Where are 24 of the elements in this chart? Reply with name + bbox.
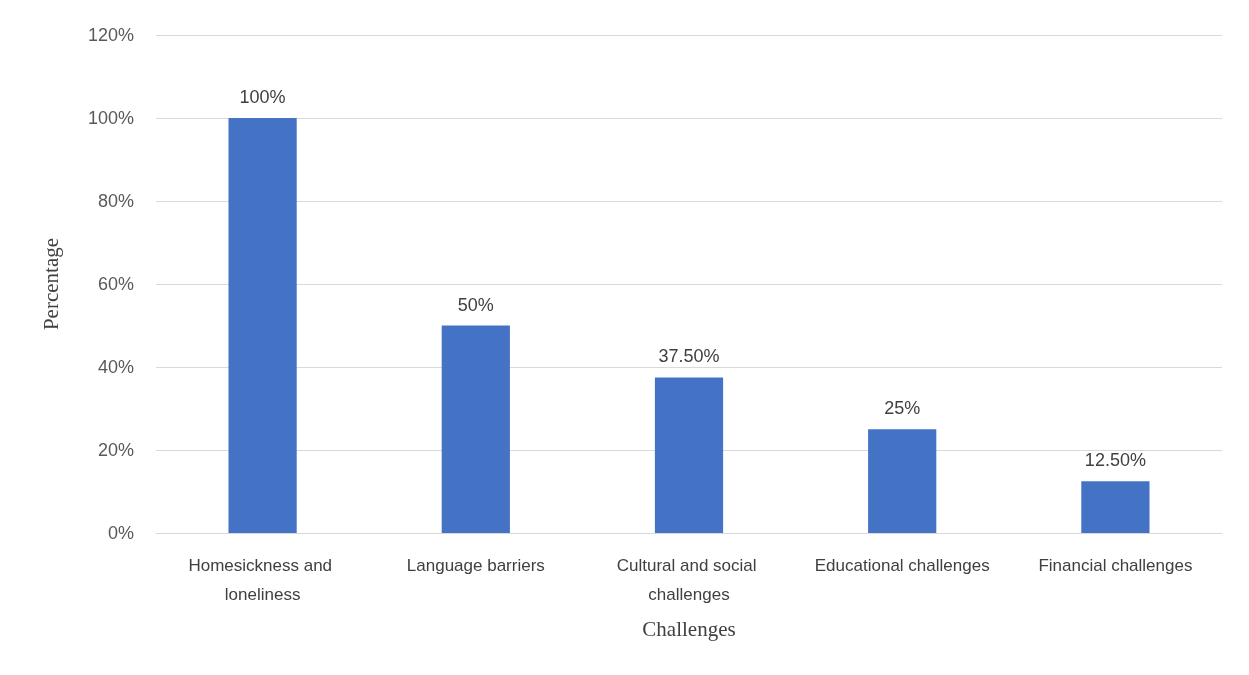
y-tick-label: 0%: [107, 523, 134, 543]
y-tick-label: 60%: [97, 274, 134, 294]
data-label: 37.50%: [658, 346, 720, 367]
x-axis-title: Challenges: [642, 616, 736, 641]
x-tick-label: Cultural and social challenges: [616, 556, 762, 604]
data-label: 100%: [239, 87, 286, 107]
y-tick-label: 20%: [97, 440, 134, 460]
y-tick-label: 80%: [97, 191, 134, 211]
x-tick-label: Homesickness and loneliness: [188, 556, 337, 604]
data-label: 50%: [457, 294, 494, 315]
y-tick-label: 120%: [87, 25, 134, 45]
bar: [1081, 481, 1150, 533]
x-tick-label: Language barriers: [406, 556, 545, 575]
x-tick-label: Educational challenges: [814, 556, 990, 575]
x-tick-label: Financial challenges: [1038, 556, 1193, 575]
bar: [441, 325, 510, 533]
y-tick-label: 40%: [97, 357, 134, 377]
y-tick-label: 100%: [87, 108, 134, 128]
y-axis-title: Percentage: [38, 237, 63, 331]
data-label: 12.50%: [1084, 450, 1146, 471]
data-label: 25%: [884, 398, 921, 419]
bar: [654, 377, 724, 533]
bar: [228, 118, 297, 533]
bar: [868, 429, 937, 533]
